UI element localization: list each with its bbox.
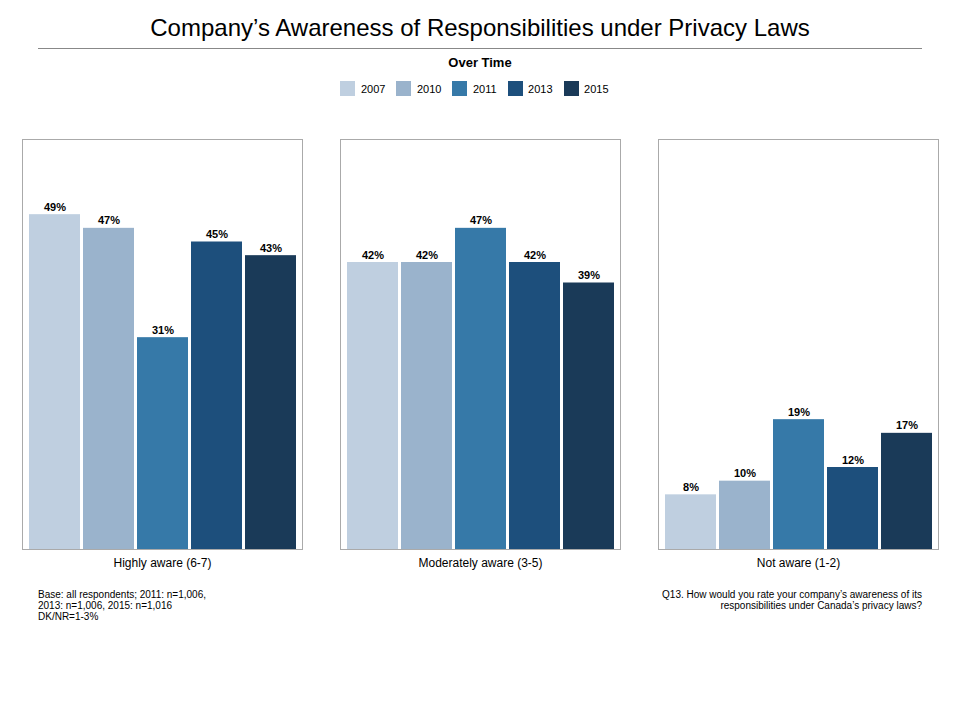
svg-text:49%: 49% [44,200,66,212]
html-text:2011: 2011 [472,82,497,95]
svg-text:8%: 8% [683,480,699,492]
svg-text:47%: 47% [98,214,120,226]
svg-text:39%: 39% [578,269,600,281]
html-text:Q13. How would you rate your c: Q13. How would you rate your company’s a… [662,588,922,611]
svg-text:Highly aware (6-7): Highly aware (6-7) [113,556,211,570]
svg-text:Moderately aware (3-5): Moderately aware (3-5) [418,556,542,570]
svg-text:47%: 47% [470,214,492,226]
html-text:2010: 2010 [416,82,442,95]
svg-text:10%: 10% [734,467,756,479]
svg-text:31%: 31% [152,323,174,335]
svg-text:45%: 45% [206,228,228,240]
html-text:2015: 2015 [584,82,609,95]
svg-text:12%: 12% [842,453,864,465]
html-text:Over Time: Over Time [448,55,512,70]
svg-text:42%: 42% [362,248,384,260]
html-text:2013: 2013 [528,82,553,95]
svg-text:17%: 17% [896,419,918,431]
html-text:Base: all respondents; 2011: n: Base: all respondents; 2011: n=1,006, 20… [38,588,206,622]
svg-text:42%: 42% [416,248,438,260]
svg-text:Not aware (1-2): Not aware (1-2) [757,556,840,570]
svg-text:42%: 42% [524,248,546,260]
html-text:2007: 2007 [361,82,386,95]
svg-text:19%: 19% [788,405,810,417]
html-text:Company’s Awareness of Respons: Company’s Awareness of Responsibilities … [150,14,810,41]
svg-text:43%: 43% [260,241,282,253]
